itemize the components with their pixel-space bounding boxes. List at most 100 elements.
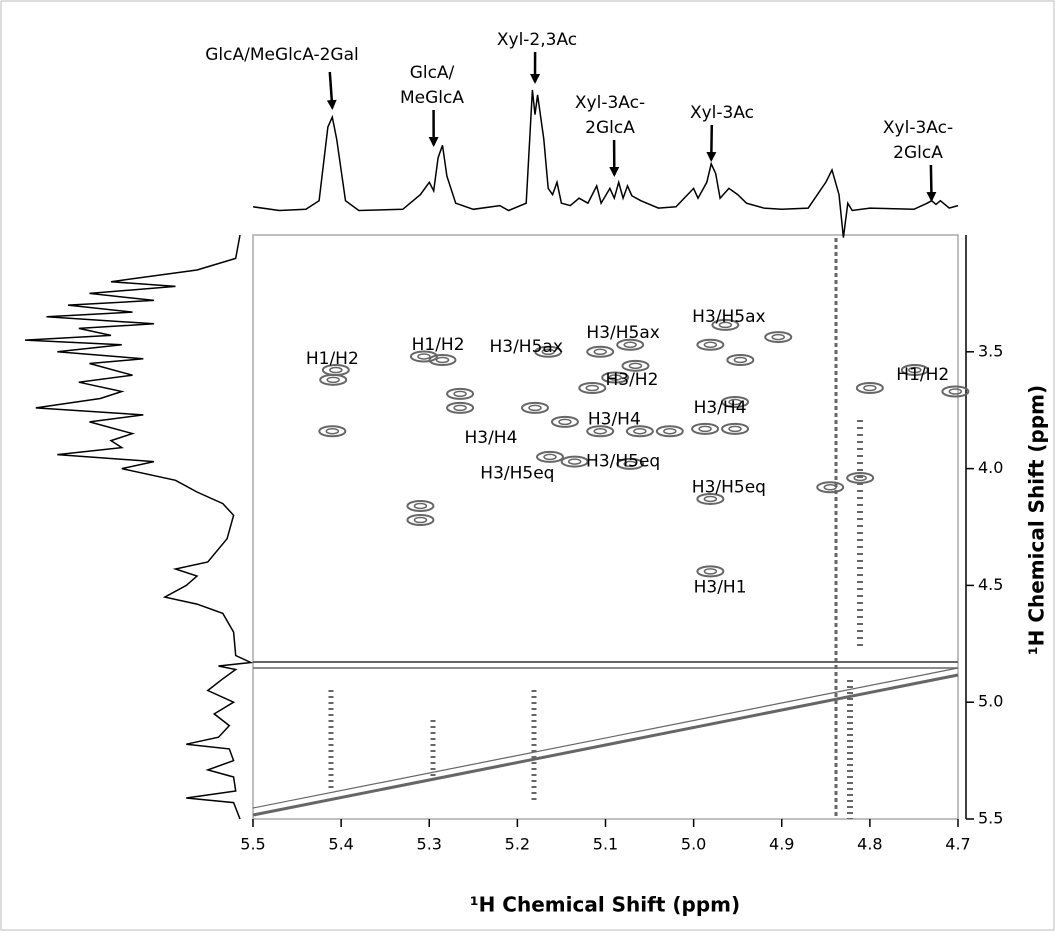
cross-peak [406,499,435,512]
annotation: MeGlcA [400,88,464,108]
peak-label: H3/H2 [605,370,658,390]
cross-peak [655,425,684,438]
contour [409,350,438,363]
y-tick-label: 3.5 [978,341,1003,360]
annotation: Xyl-3Ac- [883,118,953,138]
contour [655,425,684,438]
peak-label: H3/H4 [694,398,747,418]
cross-peak [534,345,563,358]
cross-peak [521,401,549,414]
diagonal [252,667,959,809]
cross-peak [601,371,630,384]
annotation-arrow [926,164,937,202]
cross-peak [726,353,755,366]
contour [578,382,607,395]
contour [560,455,589,468]
contour [726,353,755,366]
x-tick-label: 5.3 [417,835,442,854]
contour [528,404,542,412]
contour [728,398,742,406]
contour [406,513,435,526]
peak-label: H1/H2 [412,335,465,355]
contour [534,345,563,358]
contour [446,401,475,414]
artifacts [252,238,959,819]
x-tick-label: 5.5 [240,835,265,854]
x-tick-label: 5.2 [505,835,530,854]
contour [703,341,718,349]
contour [558,418,572,426]
contour [721,396,750,409]
cross-peak [696,565,725,578]
contour [543,453,557,461]
contour [601,371,630,384]
cross-peak [721,396,750,409]
annotation: 2GlcA [893,143,943,163]
contour [413,516,428,524]
cross-peak [586,345,615,358]
cross-peak [900,364,929,377]
contour [319,373,348,386]
y-tick-label: 5.5 [978,809,1003,828]
contour [621,359,650,372]
contour [941,385,970,398]
contour [863,384,877,392]
contour [616,338,645,351]
contour [771,333,785,341]
contour [703,495,718,503]
contour [326,376,340,384]
annotation: Xyl-3Ac [690,103,754,123]
peak-label: H3/H5ax [586,323,659,343]
y-tick-label: 5.0 [978,692,1003,711]
x-tick-label: 5.4 [328,835,353,854]
x-tick-label: 4.9 [769,835,794,854]
annotation: GlcA/MeGlcA-2Gal [205,45,359,65]
peak-label: H3/H5eq [692,477,766,497]
cross-peak [319,373,348,386]
contour [625,425,654,438]
contour [908,366,922,374]
contour [406,499,435,512]
contour [703,568,718,575]
x-tick-label: 4.7 [945,835,970,854]
contour [764,331,793,344]
contour [696,565,725,578]
contour [428,353,457,366]
peak-label: H3/H5eq [480,463,554,483]
contour [663,427,677,435]
contour [521,401,549,414]
annotation: Xyl-3Ac- [575,93,645,113]
cross-peak [616,457,645,470]
contour [453,404,467,412]
cross-peak [409,350,438,363]
cross-peak [560,455,589,468]
annotation-arrow [706,124,717,162]
cross-peak [535,450,564,463]
contour [435,356,450,364]
x-tick-label: 4.8 [857,835,882,854]
y-tick-label: 4.5 [978,575,1003,594]
contour [633,427,647,435]
peak-label: H1/H2 [896,365,949,385]
cross-peak [816,481,845,494]
contour [623,341,637,349]
contour [593,427,607,435]
contour [728,425,742,433]
y-tick-label: 4.0 [978,458,1003,477]
annotation-arrow [326,71,337,110]
cross-peak [616,338,645,351]
contour [823,484,837,491]
annotation: 2GlcA [585,118,635,138]
cross-peak [855,382,884,395]
peak-label: H3/H5ax [692,307,765,327]
contour [816,481,845,494]
contour [567,458,582,465]
contour [711,318,740,331]
contour [718,321,733,329]
cross-peak [846,471,875,484]
contour [585,384,600,392]
peak-label: H3/H5ax [489,337,562,357]
contour [541,348,555,356]
